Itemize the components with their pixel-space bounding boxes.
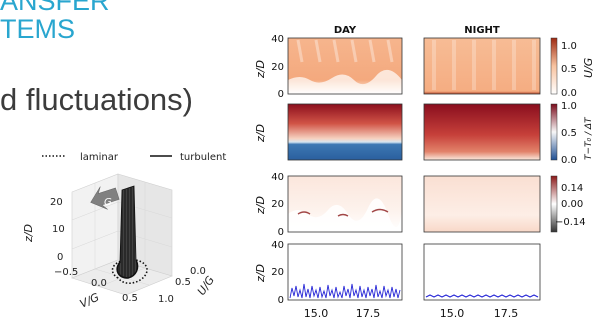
u-tick-1: 1.0 bbox=[158, 294, 174, 305]
panel-line-night bbox=[423, 243, 541, 301]
xtick-night-15: 15.0 bbox=[440, 307, 465, 320]
u-axis-label: U/G bbox=[195, 274, 217, 298]
slide-title-line2: TEMS bbox=[0, 14, 76, 44]
heatmap-figure: DAY NIGHT 1.0 0.5 0.0 U/G 40 20 0 z/D 1.… bbox=[254, 25, 595, 320]
xtick-night-175: 17.5 bbox=[494, 307, 519, 320]
cb-flux-tick-neg014: −0.14 bbox=[555, 217, 586, 228]
cb-flux-tick-0: 0.00 bbox=[561, 199, 583, 210]
cb-t-tick-0: 0.0 bbox=[561, 155, 577, 166]
ylabel-r2: z/D bbox=[254, 124, 267, 143]
cb-t-tick-1: 1.0 bbox=[561, 101, 577, 112]
u-tick-05: 0.5 bbox=[175, 277, 191, 288]
ytick-r3-20: 20 bbox=[271, 199, 284, 210]
laminar-profile bbox=[111, 258, 148, 285]
ylabel-r4: z/D bbox=[254, 264, 267, 283]
v-tick-0: 0.0 bbox=[91, 278, 107, 289]
panel-u-night-streaks bbox=[432, 40, 536, 90]
panel-flux-day-eddies bbox=[297, 208, 389, 217]
column-header-day: DAY bbox=[334, 25, 357, 36]
z-tick-10: 10 bbox=[52, 224, 65, 235]
panel-flux-night bbox=[424, 176, 540, 232]
ytick-r4-0: 0 bbox=[278, 295, 284, 306]
ytick-r4-40: 40 bbox=[271, 240, 284, 251]
colorbar-t bbox=[550, 103, 558, 161]
arrow-label: G bbox=[104, 197, 112, 208]
cb-u-tick-0: 0.0 bbox=[561, 88, 577, 99]
ytick-r3-0: 0 bbox=[278, 227, 284, 238]
ytick-r3-40: 40 bbox=[271, 172, 284, 183]
v-tick-neg05: −0.5 bbox=[54, 267, 78, 278]
cb-u-tick-05: 0.5 bbox=[561, 64, 577, 75]
panel-line-day-signal bbox=[289, 283, 401, 299]
legend-turbulent-label: turbulent bbox=[180, 152, 226, 163]
slide-subtitle: d fluctuations) bbox=[0, 82, 193, 117]
ytick-r1-40: 40 bbox=[271, 34, 284, 45]
z-tick-0: 0 bbox=[57, 252, 63, 263]
panel-u-day-streaks bbox=[296, 39, 394, 63]
column-header-night: NIGHT bbox=[464, 25, 500, 36]
panel-u-night bbox=[424, 38, 540, 94]
ytick-r1-20: 20 bbox=[271, 62, 284, 73]
colorbar-u bbox=[550, 37, 558, 95]
ylabel-r1: z/D bbox=[254, 60, 267, 79]
v-tick-05: 0.5 bbox=[122, 293, 138, 304]
cb-flux-tick-014: 0.14 bbox=[561, 183, 583, 194]
ytick-r4-20: 20 bbox=[271, 267, 284, 278]
geostrophic-arrow bbox=[90, 186, 120, 210]
panel-t-night bbox=[424, 104, 540, 160]
panel-t-day bbox=[288, 104, 402, 160]
panel-u-day-turbulence bbox=[288, 69, 402, 94]
cb-t-tick-05: 0.5 bbox=[561, 128, 577, 139]
u-tick-0: 0.0 bbox=[190, 266, 206, 277]
z-tick-20: 20 bbox=[50, 197, 63, 208]
legend-laminar-label: laminar bbox=[80, 152, 119, 163]
cb-t-label: T−T₀ / ΔT bbox=[584, 116, 594, 160]
cb-u-label: U/G bbox=[582, 58, 595, 78]
ylabel-r3: z/D bbox=[254, 196, 267, 215]
colorbar-flux bbox=[550, 175, 558, 233]
turbulent-profile bbox=[116, 259, 139, 279]
z-axis-label: z/D bbox=[22, 224, 35, 243]
ytick-r1-0: 0 bbox=[278, 89, 284, 100]
cb-u-tick-1: 1.0 bbox=[561, 41, 577, 52]
v-axis-label: V/G bbox=[78, 291, 101, 311]
profile-plot: laminar turbulent G 20 10 0 z/D −0.5 0.0… bbox=[22, 152, 226, 311]
panel-line-night-signal bbox=[425, 294, 539, 298]
xtick-day-15: 15.0 bbox=[304, 307, 329, 320]
xtick-day-175: 17.5 bbox=[356, 307, 381, 320]
slide-title-line1: ANSFER bbox=[0, 0, 110, 16]
